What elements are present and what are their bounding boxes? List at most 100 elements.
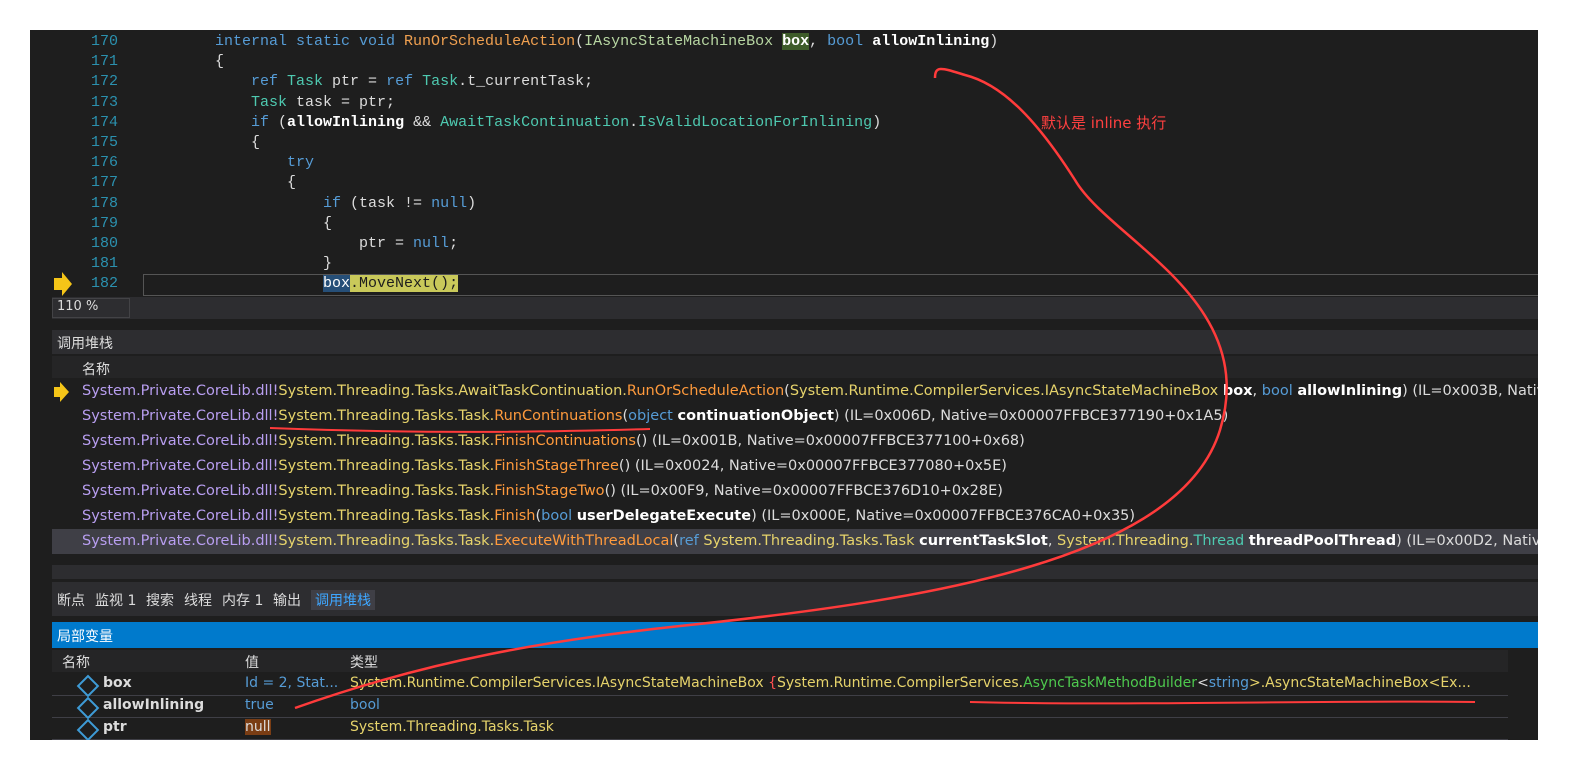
token: currentTaskSlot	[919, 533, 1048, 549]
tab[interactable]: 监视 1	[95, 593, 137, 609]
underline	[269, 427, 651, 433]
token: RunContinuations	[494, 408, 623, 424]
code-line: Task task = ptr;	[143, 94, 1538, 111]
token: System.Threading.Tasks.Task.	[278, 508, 495, 524]
token: object	[628, 408, 678, 424]
token: box	[323, 275, 351, 293]
token: allowInlining	[287, 113, 405, 131]
callstack-header	[52, 356, 1538, 378]
local-value: null	[245, 719, 271, 735]
token: Task	[287, 73, 324, 91]
token: if	[143, 194, 351, 212]
token: ) (IL=0x000E, Native=0x00007FFBCE376CA0+…	[751, 508, 1136, 524]
token: if	[143, 113, 279, 131]
token: System.Private.CoreLib.dll!	[82, 433, 279, 449]
token: (	[622, 408, 629, 424]
scrollbar	[52, 565, 1538, 579]
token: null	[431, 194, 468, 212]
line-number: 179	[90, 214, 118, 232]
annotation-curve	[294, 67, 1228, 710]
token: ,	[809, 33, 828, 50]
tab[interactable]: 内存 1	[222, 593, 264, 609]
locals-title: 局部变量	[57, 629, 113, 645]
locals-column: 名称	[62, 655, 90, 671]
token: {	[143, 134, 261, 151]
line-number: 175	[90, 134, 118, 151]
locals-column: 类型	[350, 655, 378, 671]
code-line: {	[143, 53, 1538, 70]
overlay	[54, 67, 1476, 710]
token: task = ptr;	[287, 93, 396, 111]
callstack-title: 调用堆栈	[57, 336, 113, 352]
selected-row	[52, 529, 1538, 554]
token: RunOrScheduleAction	[626, 383, 785, 399]
token: internal static void	[143, 33, 405, 50]
token: System.Threading.Tasks.Task	[703, 533, 920, 549]
token: (	[535, 508, 542, 524]
token: RunOrScheduleAction	[404, 33, 576, 50]
code-line: }	[143, 255, 1538, 272]
line-number: 181	[90, 255, 118, 273]
tab[interactable]: 调用堆栈	[311, 590, 375, 610]
token: {	[143, 53, 225, 71]
underline	[969, 700, 1476, 705]
stack-frame: System.Private.CoreLib.dll!System.Thread…	[82, 433, 1538, 449]
tab[interactable]: 断点	[57, 593, 85, 609]
code-line: {	[143, 134, 1538, 151]
line-number: 173	[90, 93, 118, 111]
token: System.Private.CoreLib.dll!	[82, 533, 279, 549]
current-line	[143, 274, 1538, 296]
token: Task	[143, 93, 288, 111]
token: >.AsyncStateMachineBox<Ex...	[1249, 675, 1471, 691]
token: System.Threading.Tasks.Task.	[278, 533, 495, 549]
callstack-title-bar	[52, 330, 1538, 354]
token: System.Private.CoreLib.dll!	[82, 383, 279, 399]
token: .MoveNext();	[350, 275, 459, 293]
token: () (IL=0x0024, Native=0x00007FFBCE377080…	[618, 458, 1007, 474]
token: Task	[422, 73, 459, 91]
local-type: bool	[350, 697, 1486, 713]
stack-arrow	[54, 382, 69, 402]
token: &&	[404, 113, 441, 131]
token: {	[768, 675, 777, 691]
tab-bar	[52, 582, 1538, 616]
annotation: 默认是 inline 执行	[1041, 114, 1167, 132]
token: box	[1222, 383, 1253, 399]
token: (	[784, 383, 790, 399]
token: )	[989, 33, 999, 50]
local-value: Id = 2, Stat...	[245, 675, 339, 691]
token: AsyncTaskMethodBuilder	[1023, 675, 1198, 691]
token: ref	[679, 533, 704, 549]
token: System.Threading.Tasks.Task.	[278, 433, 495, 449]
token: bool	[827, 33, 873, 50]
token: ;	[449, 235, 459, 252]
column-header: 名称	[82, 362, 110, 378]
tab[interactable]: 线程	[184, 593, 212, 609]
token: System.Private.CoreLib.dll!	[82, 408, 279, 424]
token: System.Private.CoreLib.dll!	[82, 508, 279, 524]
token: Thread	[1193, 533, 1249, 549]
token: null	[413, 235, 450, 252]
token: FinishStageThree	[494, 458, 619, 474]
token: System.Threading.Tasks.Task.	[278, 483, 495, 499]
tab[interactable]: 搜索	[146, 593, 174, 609]
local-type: System.Runtime.CompilerServices.IAsyncSt…	[350, 675, 1486, 691]
token: allowInlining	[872, 33, 990, 50]
token: continuationObject	[677, 408, 834, 424]
local-name: ptr	[103, 719, 127, 735]
code-line: {	[143, 215, 1538, 232]
tab[interactable]: 输出	[273, 593, 301, 609]
local-name: allowInlining	[103, 697, 205, 713]
token: bool	[541, 508, 577, 524]
token: System.Private.CoreLib.dll!	[82, 483, 279, 499]
token: System.Threading.Tasks.AwaitTaskContinua…	[278, 383, 627, 399]
token: ptr =	[143, 235, 414, 252]
token: string	[1208, 675, 1249, 691]
token: ) (IL=0x00D2, Native=0x0	[1396, 533, 1538, 549]
zoom[interactable]: 110 %	[52, 298, 130, 318]
token: (	[278, 113, 288, 131]
token: ExecuteWithThreadLocal	[494, 533, 674, 549]
line-number: 178	[90, 194, 118, 212]
